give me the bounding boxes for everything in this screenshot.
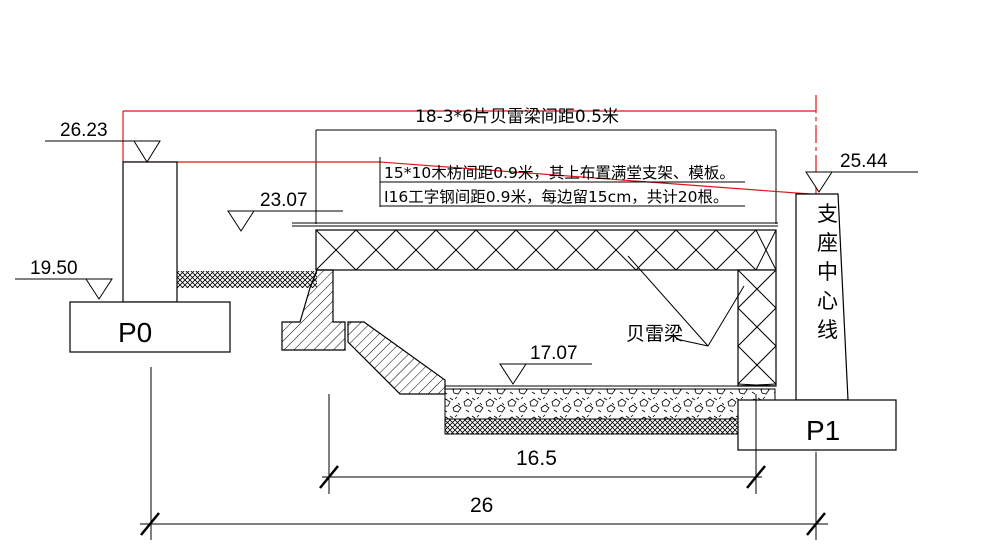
retaining-wall-left [281, 269, 446, 395]
elevation-marker-left-top: 26.23 [45, 120, 161, 163]
dimension-inner-value: 16.5 [516, 447, 557, 470]
elevation-left-top: 26.23 [60, 120, 108, 141]
deck-notes: 15*10木枋间距0.9米，其上布置满堂支架、模板。 I16工字钢间距0.9米，… [379, 157, 745, 207]
support-char-3: 中 [817, 260, 838, 284]
abutment-p0: P0 [69, 161, 231, 353]
elevation-marker-bottom: 17.07 [499, 343, 592, 385]
elevation-marker-ground-left: 19.50 [15, 258, 113, 300]
bailey-truss-horizontal [315, 229, 777, 271]
pier-p1: P1 [737, 193, 897, 451]
deck-layers [292, 222, 778, 231]
elevation-deck: 23.07 [260, 190, 308, 211]
foundation-bed [444, 385, 776, 435]
bailey-label-group: 贝雷梁 [626, 255, 745, 347]
support-char-2: 座 [817, 231, 838, 255]
bailey-truss-vertical [737, 269, 777, 387]
span-note: 18-3*6片贝雷梁间距0.5米 [415, 107, 619, 127]
dimension-total: 26 [140, 367, 828, 540]
dimension-total-value: 26 [470, 494, 493, 517]
support-char-5: 线 [817, 318, 838, 342]
timber-note: 15*10木枋间距0.9米，其上布置满堂支架、模板。 [384, 164, 735, 182]
elevation-ground-left: 19.50 [30, 258, 78, 279]
span-dimension: 18-3*6片贝雷梁间距0.5米 [122, 107, 816, 224]
elevation-marker-right-top: 25.44 [805, 151, 918, 193]
support-char-1: 支 [817, 202, 838, 226]
support-char-4: 心 [817, 289, 838, 313]
pier-p1-label: P1 [806, 415, 840, 446]
elevation-right-top: 25.44 [840, 151, 888, 172]
support-centerline-label: 支 座 中 心 线 [817, 202, 838, 342]
bailey-label: 贝雷梁 [626, 323, 683, 345]
steel-note: I16工字钢间距0.9米，每边留15cm，共计20根。 [384, 188, 729, 206]
elevation-bottom: 17.07 [530, 343, 578, 364]
dimension-inner: 16.5 [319, 394, 766, 494]
ground-fill-left [177, 271, 317, 288]
pier-p0-label: P0 [118, 317, 152, 348]
elevation-marker-deck: 23.07 [227, 190, 343, 232]
